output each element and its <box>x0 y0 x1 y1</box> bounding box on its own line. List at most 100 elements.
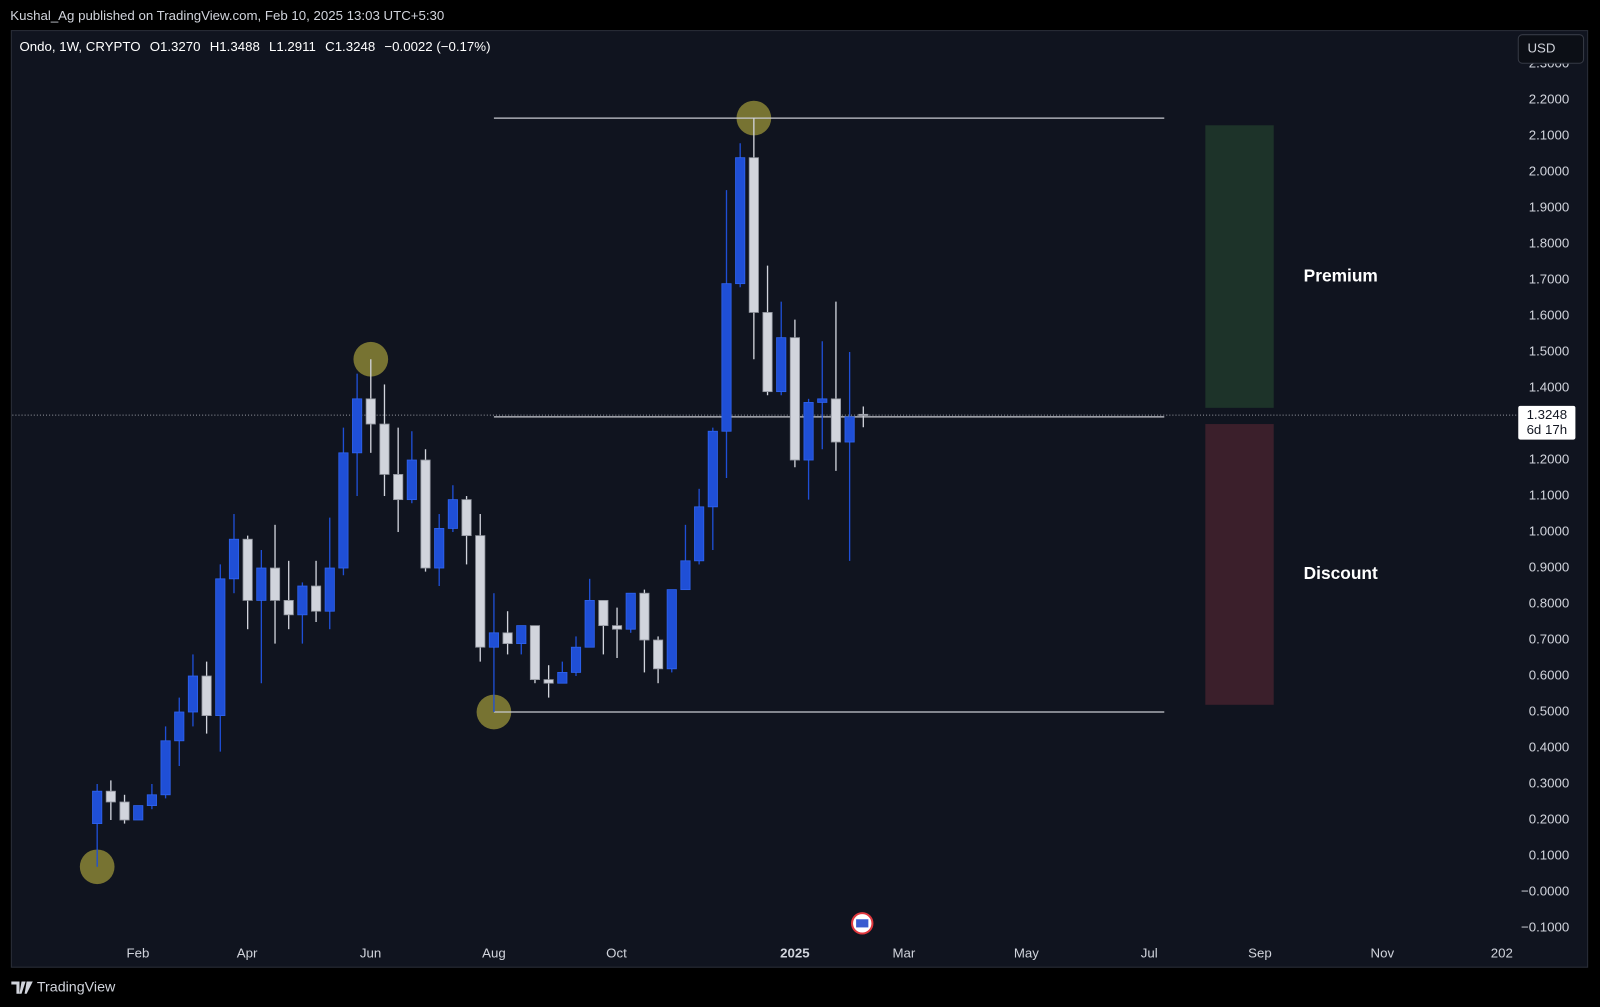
y-tick-label: 0.8000 <box>1529 596 1570 611</box>
candle-body <box>748 157 759 313</box>
y-tick-label: 1.5000 <box>1529 344 1570 359</box>
x-tick-label: Sep <box>1248 945 1272 960</box>
candle-body <box>215 578 226 717</box>
x-tick-label: Jun <box>360 945 381 960</box>
candle-body <box>502 632 513 645</box>
candle-body <box>269 567 281 601</box>
currency-button[interactable] <box>1517 34 1585 64</box>
x-tick-label: 202 <box>1491 945 1513 960</box>
candle-body <box>420 459 431 569</box>
y-tick-label: 1.4000 <box>1529 380 1570 395</box>
candle-body <box>256 567 267 601</box>
candle-body <box>352 398 363 454</box>
y-tick-label: 1.9000 <box>1529 200 1570 215</box>
candle-body <box>297 585 308 616</box>
legend-key: C <box>325 38 335 53</box>
candle-body <box>721 283 732 432</box>
candle-body <box>228 538 240 580</box>
zone-label: Discount <box>1304 563 1378 583</box>
candle-body <box>570 646 582 673</box>
legend-text: Ondo, 1W, CRYPTO O1.3270 H1.3488 L1.2911 C1.… <box>19 38 490 53</box>
candle-body <box>694 506 705 562</box>
x-tick-label: Apr <box>237 945 258 960</box>
candle-body <box>406 459 417 501</box>
candle-body <box>434 528 445 569</box>
candle-body <box>133 805 144 821</box>
candle-body <box>844 416 855 443</box>
x-tick-label: Mar <box>893 945 916 960</box>
candle-body <box>707 430 718 508</box>
y-tick-label: 0.4000 <box>1529 739 1570 754</box>
candle-body <box>92 790 103 824</box>
legend-value: 1.3270 <box>160 38 201 53</box>
legend-key: L <box>269 38 276 53</box>
legend-key: H <box>210 38 220 53</box>
price-marker <box>1518 405 1576 440</box>
y-tick-label: 0.6000 <box>1529 668 1570 683</box>
candle-body <box>160 740 171 796</box>
candle-body <box>475 535 486 648</box>
brand-logo <box>11 981 33 994</box>
candle-body <box>379 423 390 475</box>
candle-body <box>365 398 376 425</box>
currency: USD <box>1527 40 1555 55</box>
candle-body <box>187 675 199 713</box>
chart-panel <box>10 30 1589 968</box>
candle-body <box>680 560 691 591</box>
candle-body <box>666 589 677 670</box>
candle-body <box>105 790 116 803</box>
candle-body <box>858 413 869 416</box>
y-tick-label: 1.1000 <box>1529 488 1570 503</box>
candle-body <box>338 452 349 569</box>
y-tick-label: 0.7000 <box>1529 632 1570 647</box>
candle-body <box>283 600 294 616</box>
y-tick-label: 1.8000 <box>1529 236 1570 251</box>
candle-body <box>611 625 623 630</box>
y-tick-label: 0.5000 <box>1529 704 1570 719</box>
candle-body <box>598 600 609 627</box>
candle-body <box>516 625 527 645</box>
x-tick-label: Feb <box>127 945 150 960</box>
candle-body <box>201 675 212 717</box>
candle-body <box>119 801 130 821</box>
legend-key: O <box>150 38 160 53</box>
candle-body <box>735 157 746 285</box>
legend-value: 1.3248 <box>335 38 376 53</box>
countdown: 6d 17h <box>1527 422 1568 437</box>
y-tick-label: 1.6000 <box>1529 308 1570 323</box>
y-tick-label: 2.0000 <box>1529 164 1570 179</box>
candle-body <box>543 679 554 684</box>
legend: Ondo, 1W, CRYPTO O1.3270 H1.3488 L1.2911 C1.… <box>19 38 490 53</box>
y-tick-label: 0.2000 <box>1529 811 1570 826</box>
y-tick-label: 2.2000 <box>1529 92 1570 107</box>
y-tick-label: 1.0000 <box>1529 524 1570 539</box>
legend-value: 1.3488 <box>219 38 260 53</box>
y-tick-label: 1.2000 <box>1529 452 1570 467</box>
candle-body <box>817 398 828 403</box>
legend-change: −0.0022 (−0.17%) <box>384 38 490 53</box>
candle-body <box>830 398 842 443</box>
x-tick-label: May <box>1014 945 1039 960</box>
candle-body <box>584 600 595 648</box>
candle-body <box>625 592 636 630</box>
candle-body <box>529 625 541 681</box>
candle-body <box>488 632 499 648</box>
candle-body <box>447 499 458 529</box>
y-tick-label: −0.1000 <box>1521 919 1569 934</box>
zone <box>1205 424 1274 705</box>
x-tick-label: Nov <box>1371 945 1395 960</box>
candle-body <box>653 639 664 670</box>
zone-label: Premium <box>1304 265 1378 285</box>
candle-body <box>242 538 253 601</box>
candle-body <box>776 337 787 393</box>
x-tick-label: Aug <box>482 945 506 960</box>
byline: Kushal_Ag published on TradingView.com, … <box>10 8 444 23</box>
candle-body <box>461 499 472 537</box>
y-tick-label: 0.3000 <box>1529 775 1570 790</box>
price-label: 1.3248 <box>1527 407 1568 422</box>
plot: PremiumDiscount2.30002.20002.10002.00001… <box>12 56 1576 960</box>
y-tick-label: 0.9000 <box>1529 560 1570 575</box>
candle-body <box>639 592 650 641</box>
